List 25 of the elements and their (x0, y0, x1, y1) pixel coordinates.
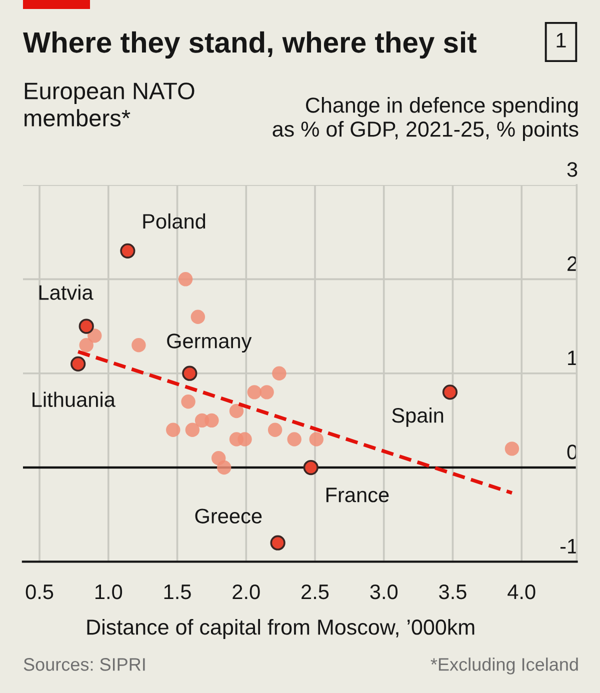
text: *Excluding Iceland (430, 658, 578, 674)
y-tick-label: -1 (560, 539, 578, 554)
x-tick-label: 2.0 (232, 584, 260, 600)
annotation: Spain (392, 407, 444, 427)
x-tick-label: 3.0 (370, 584, 398, 600)
x-tick-label: 3.5 (439, 584, 466, 600)
x-tick-label: 2.5 (302, 584, 329, 600)
annotation: Latvia (39, 284, 94, 300)
annotation: France (326, 488, 389, 502)
x-axis-title: Distance of capital from Moscow, ’000km (87, 618, 474, 640)
y-tick-label: 1 (568, 350, 578, 366)
y-tick-label: 3 (567, 162, 578, 177)
annotation: Germany (167, 334, 252, 353)
x-tick-label: 1.0 (96, 584, 122, 600)
chart-title: Where they stand, where they sit (23, 31, 476, 59)
x-tick-label: 0.5 (26, 584, 54, 600)
annotation: Poland (143, 213, 206, 229)
source-note: Sources: SIPRI (24, 658, 145, 671)
annotation: Greece (195, 508, 262, 524)
text: 1 (556, 33, 566, 48)
x-tick-label: 1.5 (164, 584, 191, 600)
y-axis-title: Change in defence spending as % of GDP, 2021-25, % points (272, 97, 578, 142)
x-tick-label: 4.0 (508, 584, 536, 600)
annotation: Lithuania (32, 392, 116, 408)
chart-subtitle: European NATO members* (24, 82, 194, 126)
